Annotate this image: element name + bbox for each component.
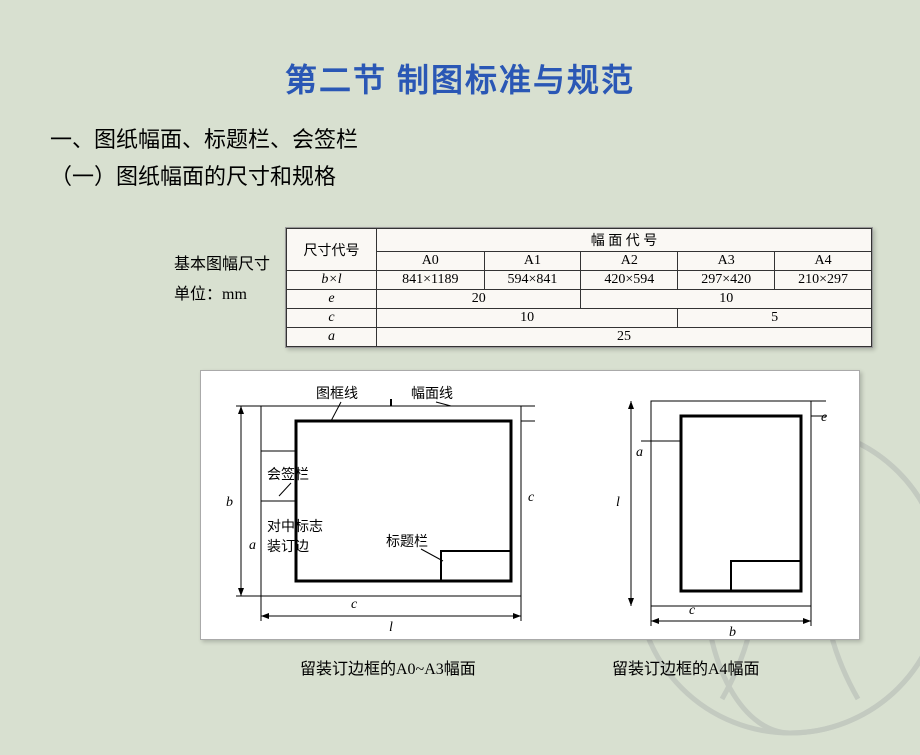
label-unit: 单位：mm bbox=[174, 280, 247, 304]
dim-e-r: e bbox=[821, 410, 827, 425]
row-label: c bbox=[287, 309, 377, 328]
table-row: 尺寸代号 幅 面 代 号 bbox=[287, 229, 872, 252]
dim-c2: c bbox=[351, 597, 358, 612]
label-sheet-line: 幅面线 bbox=[411, 386, 453, 402]
label-title-block: 标题栏 bbox=[386, 534, 428, 550]
table-row: a 25 bbox=[287, 328, 872, 347]
label-center-mark: 对中标志 bbox=[267, 519, 323, 535]
page-title: 第二节 制图标准与规范 bbox=[0, 0, 920, 121]
col-a4: A4 bbox=[775, 252, 872, 271]
dim-a-r: a bbox=[636, 445, 643, 460]
label-sign-col: 会签栏 bbox=[267, 466, 309, 483]
cell: 25 bbox=[377, 328, 872, 347]
size-table-container: 尺寸代号 幅 面 代 号 A0 A1 A2 A3 A4 b×l 841×1189… bbox=[285, 227, 873, 348]
caption-left: 留装订边框的A0~A3幅面 bbox=[300, 655, 476, 679]
dim-b: b bbox=[226, 495, 233, 510]
diagram-container: 图框线 幅面线 会签栏 对中标志 装订边 标题栏 l bbox=[200, 370, 860, 640]
drawing-diagrams: 图框线 幅面线 会签栏 对中标志 装订边 标题栏 l bbox=[201, 371, 861, 641]
cell: 420×594 bbox=[581, 271, 678, 290]
col-a0: A0 bbox=[377, 252, 485, 271]
col-a2: A2 bbox=[581, 252, 678, 271]
label-frame-line: 图框线 bbox=[316, 386, 358, 402]
dim-l: l bbox=[389, 620, 393, 635]
row-label: e bbox=[287, 290, 377, 309]
dim-c-r: c bbox=[689, 603, 696, 618]
section-heading-1: 一、图纸幅面、标题栏、会签栏 bbox=[50, 121, 920, 158]
cell: 10 bbox=[581, 290, 872, 309]
cell: 297×420 bbox=[678, 271, 775, 290]
col-a1: A1 bbox=[484, 252, 581, 271]
col-a3: A3 bbox=[678, 252, 775, 271]
table-row: e 20 10 bbox=[287, 290, 872, 309]
label-bind-edge: 装订边 bbox=[267, 539, 309, 555]
dim-b-r: b bbox=[729, 625, 736, 640]
cell: 5 bbox=[678, 309, 872, 328]
dim-c: c bbox=[528, 490, 535, 505]
caption-right: 留装订边框的A4幅面 bbox=[612, 655, 760, 679]
label-basic-size: 基本图幅尺寸 bbox=[174, 250, 270, 274]
row-label: b×l bbox=[287, 271, 377, 290]
size-table: 尺寸代号 幅 面 代 号 A0 A1 A2 A3 A4 b×l 841×1189… bbox=[286, 228, 872, 347]
header-size-code: 尺寸代号 bbox=[287, 229, 377, 271]
table-row: c 10 5 bbox=[287, 309, 872, 328]
cell: 210×297 bbox=[775, 271, 872, 290]
dim-a: a bbox=[249, 538, 256, 553]
table-row: b×l 841×1189 594×841 420×594 297×420 210… bbox=[287, 271, 872, 290]
section-heading-2: （一）图纸幅面的尺寸和规格 bbox=[50, 158, 920, 195]
cell: 594×841 bbox=[484, 271, 581, 290]
header-sheet-code: 幅 面 代 号 bbox=[377, 229, 872, 252]
cell: 20 bbox=[377, 290, 581, 309]
cell: 10 bbox=[377, 309, 678, 328]
dim-l-r: l bbox=[616, 495, 620, 510]
cell: 841×1189 bbox=[377, 271, 485, 290]
row-label: a bbox=[287, 328, 377, 347]
